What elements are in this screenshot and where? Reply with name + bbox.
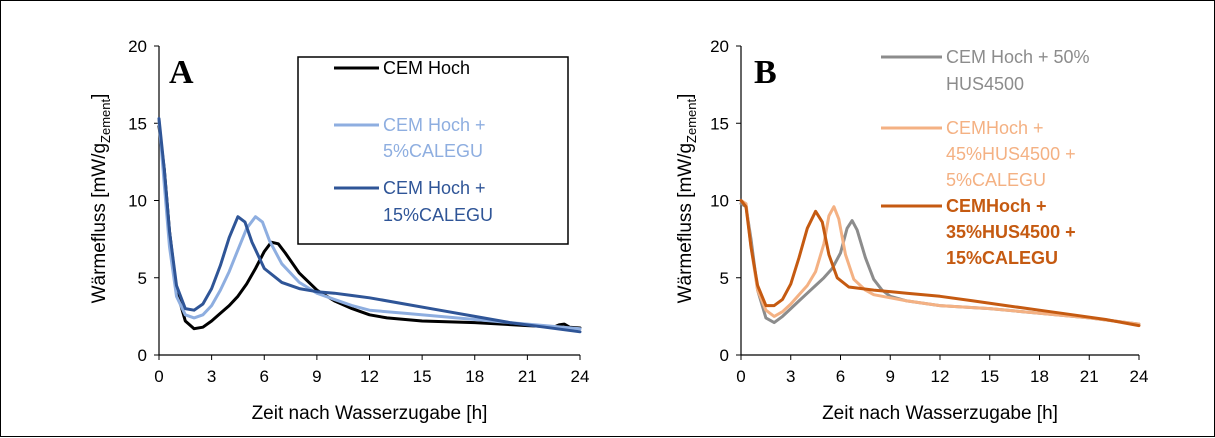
series-line-b-2 [739,199,1141,326]
x-tick-label: 12 [931,367,950,386]
x-tick-label: 18 [465,367,484,386]
legend-label: 5%CALEGU [946,170,1046,190]
legend-label: CEMHoch + [946,118,1044,138]
legend-box [881,47,1129,279]
series-line-b-3 [739,199,1141,328]
x-tick-label: 24 [571,367,590,386]
y-tick-label: 5 [138,269,147,288]
legend-label: CEMHoch + [946,196,1047,216]
y-tick-label: 20 [710,37,729,56]
y-tick-label: 15 [128,114,147,133]
y-axis-label: Wärmefluss [mW/gZement] [675,94,699,304]
legend-box [297,56,569,245]
series-line-a-2 [157,118,582,331]
y-axis-label: Wärmefluss [mW/gZement] [89,94,113,304]
y-tick-label: 5 [720,269,729,288]
legend-label: 5%CALEGU [383,141,483,161]
x-tick-label: 24 [1130,367,1149,386]
legend-label: HUS4500 [946,74,1024,94]
x-tick-label: 18 [1030,367,1049,386]
y-tick-label: 10 [128,192,147,211]
chart-panel-b: 0 3 6 9 12 15 18 21 24 0 5 10 15 20 Zeit nach Wasserzu… [675,37,1148,424]
legend-label: 15%CALEGU [383,205,493,225]
x-tick-label: 9 [312,367,321,386]
panel-label: B [754,54,777,91]
x-tick-label: 3 [207,367,216,386]
x-tick-label: 0 [736,367,745,386]
legend-label: CEM Hoch + 50% [946,47,1090,67]
legend-label: 15%CALEGU [946,248,1058,268]
y-tick-label: 20 [128,37,147,56]
legend-label: CEM Hoch [383,58,470,78]
x-tick-label: 21 [1080,367,1099,386]
y-tick-label: 10 [710,192,729,211]
y-tick-label: 0 [138,346,147,365]
x-tick-label: 15 [980,367,999,386]
x-tick-label: 9 [886,367,895,386]
y-tick-label: 0 [720,346,729,365]
y-tick-label: 15 [710,114,729,133]
x-tick-label: 21 [518,367,537,386]
chart-panel-a: 0 3 6 9 12 15 18 21 24 0 5 10 15 20 Zeit nach Wasserzu… [89,37,589,424]
x-tick-label: 15 [413,367,432,386]
x-tick-label: 6 [836,367,845,386]
panel-label: A [169,54,194,91]
x-tick-label: 6 [260,367,269,386]
x-tick-label: 0 [154,367,163,386]
x-tick-label: 3 [786,367,795,386]
legend-label: 45%HUS4500 + [946,144,1076,164]
x-tick-label: 12 [360,367,379,386]
legend-label: CEM Hoch + [383,178,486,198]
x-axis-label: Zeit nach Wasserzugabe [h] [822,403,1058,424]
series-line-a-3 [157,117,582,334]
x-axis-label: Zeit nach Wasserzugabe [h] [252,403,488,424]
legend-label: 35%HUS4500 + [946,222,1076,242]
legend-label: CEM Hoch + [383,115,486,135]
